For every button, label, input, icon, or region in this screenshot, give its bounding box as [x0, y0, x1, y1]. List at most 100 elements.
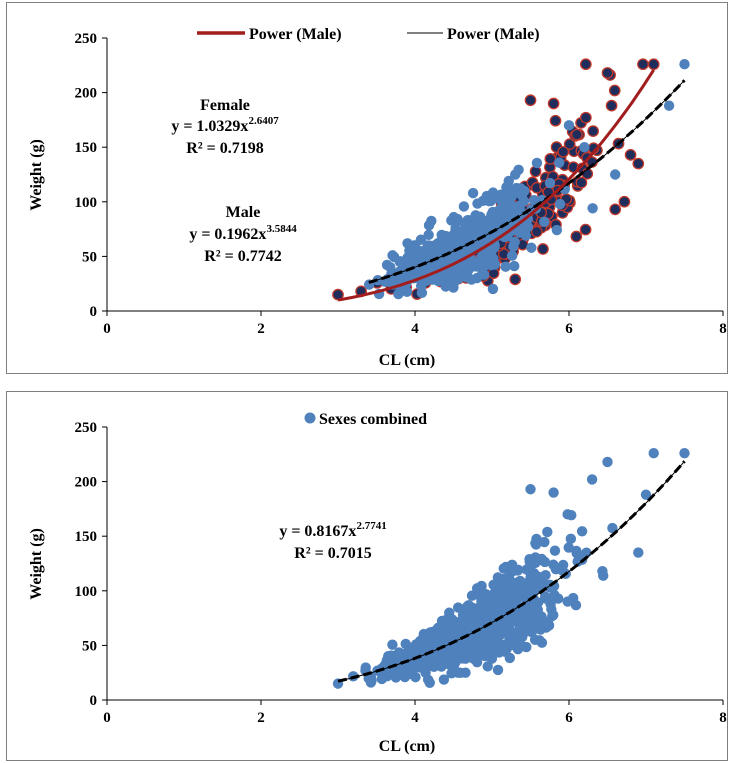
trendlines-bottom — [337, 460, 686, 683]
scatter-point-male — [483, 231, 494, 243]
scatter-point-combined — [517, 641, 528, 652]
scatter-point-combined — [563, 542, 574, 553]
scatter-point-male — [563, 120, 575, 131]
scatter-point-female — [601, 67, 614, 79]
scatter-point-combined — [516, 624, 527, 636]
scatter-point-female — [632, 157, 645, 170]
x-tick-label: 8 — [719, 710, 727, 726]
chart-bottom-svg: 0 2 4 6 8 0 50 100 150 200 250 Sexes combined y = … — [28, 411, 727, 755]
legend-top: Power (Male) Power (Male) — [197, 26, 540, 43]
scatter-point-male — [419, 245, 430, 256]
scatter-point-combined — [452, 602, 464, 613]
scatter-point-combined — [435, 623, 446, 634]
y-tick-label: 150 — [75, 140, 98, 156]
y-tick-label: 100 — [75, 584, 98, 600]
trendline-female — [368, 79, 686, 284]
annotation-male-title: Male — [226, 204, 261, 221]
scatter-point-male — [587, 203, 598, 214]
scatter-point-male — [579, 142, 590, 153]
scatter-point-male — [508, 241, 519, 252]
scatter-point-male — [487, 283, 499, 295]
scatter-point-male — [522, 221, 534, 233]
scatter-point-combined — [640, 489, 652, 500]
scatter-point-combined — [486, 610, 498, 621]
scatter-point-male — [452, 215, 463, 226]
scatter-point-male — [475, 211, 486, 223]
scatter-point-combined — [482, 661, 493, 672]
scatter-point-female — [579, 223, 592, 236]
scatter-point-male — [663, 100, 675, 111]
scatter-point-male — [431, 259, 443, 270]
scatter-point-combined — [539, 556, 551, 568]
scatter-point-male — [423, 229, 434, 241]
scatter-point-combined — [360, 662, 371, 673]
scatter-point-female — [647, 58, 660, 71]
trendline-sexes-combined — [337, 460, 686, 683]
scatter-point-male — [610, 169, 621, 180]
scatter-point-combined — [504, 652, 516, 664]
x-tick-label: 4 — [411, 321, 419, 337]
scatter-point-male — [487, 206, 498, 218]
scatter-point-male — [544, 177, 556, 189]
scatter-point-male — [528, 195, 540, 206]
y-tick-label: 50 — [82, 249, 97, 265]
scatter-point-male — [388, 251, 400, 263]
scatter-point-female — [587, 125, 599, 137]
scatter-point-male — [405, 251, 417, 263]
scatter-point-male — [506, 200, 518, 211]
scatter-point-female — [557, 145, 570, 158]
scatter-point-male — [423, 220, 435, 231]
scatter-point-combined — [525, 484, 536, 495]
scatter-point-female — [605, 99, 618, 112]
scatter-point-combined — [472, 652, 483, 663]
scatter-point-male — [531, 157, 543, 169]
scatter-point-combined — [542, 616, 554, 627]
legend-label-sexes-combined: Sexes combined — [319, 411, 427, 428]
scatter-point-combined — [548, 487, 559, 498]
scatter-point-combined — [539, 536, 550, 548]
scatter-point-combined — [452, 624, 464, 635]
y-tick-label: 200 — [75, 86, 98, 102]
scatter-point-male — [506, 250, 518, 261]
scatter-point-combined — [545, 598, 556, 610]
scatter-point-male — [506, 191, 518, 202]
scatter-point-female — [570, 128, 583, 141]
scatter-point-combined — [565, 533, 577, 545]
scatter-point-combined — [410, 671, 421, 683]
y-axis-label-bottom: Weight (g) — [28, 528, 45, 600]
scatter-point-male — [467, 187, 479, 199]
scatter-point-male — [500, 261, 511, 272]
scatter-point-combined — [512, 564, 524, 576]
scatter-point-male — [554, 157, 565, 168]
scatter-point-male — [432, 275, 444, 287]
scatter-point-male — [509, 260, 520, 272]
scatter-point-combined — [548, 559, 559, 570]
scatter-point-combined — [537, 572, 549, 583]
scatter-point-combined — [403, 663, 415, 675]
scatter-point-combined — [602, 456, 613, 468]
scatter-point-male — [448, 277, 460, 288]
y-tick-label: 0 — [90, 304, 98, 320]
y-tick-label: 250 — [75, 31, 98, 47]
scatter-point-male — [402, 238, 413, 249]
scatter-point-combined — [438, 674, 450, 685]
axes-top: 0 2 4 6 8 0 50 100 150 200 250 — [75, 31, 727, 337]
scatter-point-male — [492, 193, 504, 204]
scatter-point-combined — [510, 596, 521, 608]
x-axis-label-bottom: CL (cm) — [379, 738, 435, 755]
scatter-point-combined — [465, 611, 476, 622]
scatter-point-male — [554, 198, 566, 210]
scatter-point-male — [415, 234, 427, 245]
scatter-point-combined — [572, 556, 583, 567]
scatter-point-combined — [633, 547, 644, 558]
scatter-point-combined — [562, 596, 573, 607]
scatter-point-combined — [366, 675, 377, 686]
scatter-point-combined — [571, 547, 582, 559]
scatter-point-male — [539, 216, 550, 228]
scatter-point-combined — [526, 626, 538, 638]
scatter-point-combined — [529, 613, 540, 625]
scatter-point-male — [393, 288, 404, 300]
scatter-point-combined — [607, 522, 618, 534]
scatter-point-female — [530, 225, 543, 238]
x-axis-label-top: CL (cm) — [379, 352, 435, 369]
